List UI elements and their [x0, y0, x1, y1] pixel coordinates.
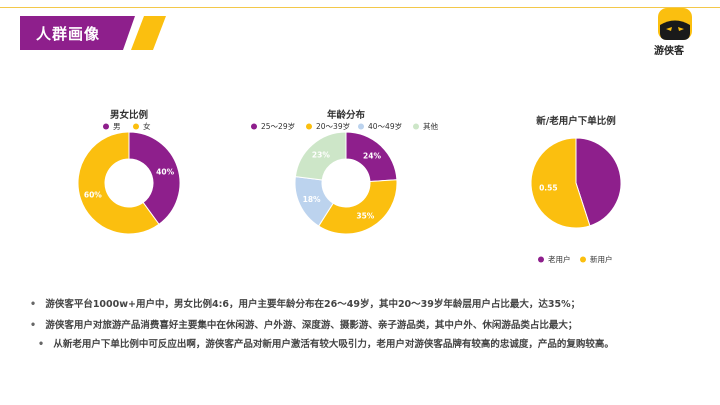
- bullet-dot: •: [30, 299, 37, 310]
- pie-slice: [294, 131, 347, 181]
- bullet-dot: •: [30, 320, 37, 331]
- title-banner: 人群画像: [20, 16, 170, 50]
- legend-label: 男: [113, 122, 121, 131]
- legend-label: 其他: [423, 121, 438, 131]
- bullet-item: • 游侠客用户对旅游产品消费喜好主要集中在休闲游、户外游、深度游、摄影游、亲子游…: [30, 317, 577, 331]
- pie-slice: [317, 179, 398, 235]
- slice-data-label: 60%: [84, 191, 102, 200]
- bullet-text: 从新老用户下单比例中可反应出啊，游侠客产品对新用户激活有较大吸引力，老用户对游侠…: [53, 339, 614, 350]
- legend-label: 老用户: [548, 254, 571, 264]
- slice-data-label: 24%: [363, 151, 381, 160]
- logo-text: 游侠客: [654, 46, 684, 57]
- slice-data-label: 18%: [303, 195, 321, 204]
- bullet-item: • 游侠客平台1000w+用户中，男女比例4:6，用户主要年龄分布在26～49岁…: [30, 296, 580, 310]
- top-accent-line: [0, 7, 720, 8]
- bullet-text: 游侠客用户对旅游产品消费喜好主要集中在休闲游、户外游、深度游、摄影游、亲子游品类…: [45, 320, 578, 331]
- pie-slice: [530, 137, 591, 229]
- pie-slice: [575, 137, 622, 227]
- slice-data-label: 0.55: [539, 183, 558, 192]
- page-title: 人群画像: [36, 25, 101, 43]
- legend-marker: [413, 123, 419, 130]
- bullet-text: 游侠客平台1000w+用户中，男女比例4:6，用户主要年龄分布在26～49岁，其…: [45, 299, 581, 310]
- legend-label: 25～29岁: [261, 121, 295, 131]
- pie-slice: [77, 131, 160, 235]
- bullet-dot: •: [38, 339, 45, 350]
- bullet-item: • 从新老用户下单比例中可反应出啊，游侠客产品对新用户激活有较大吸引力，老用户对…: [38, 336, 614, 350]
- legend-label: 女: [143, 121, 151, 131]
- pie-slice: [128, 131, 181, 225]
- chart-title: 男女比例: [110, 109, 148, 121]
- slice-data-label: 23%: [312, 150, 330, 159]
- chart-title: 新/老用户下单比例: [536, 115, 615, 127]
- legend-marker: [103, 123, 109, 130]
- logo-icon: [658, 8, 692, 40]
- legend-marker: [306, 123, 312, 130]
- slice-data-label: 40%: [156, 167, 174, 176]
- brand-logo: 游侠客: [654, 8, 696, 58]
- legend-label: 40～49岁: [368, 121, 402, 131]
- age-distribution-chart: 年龄分布 25～29岁 20～39岁 40～49岁 其他 24% 35% 18% 23%: [251, 109, 438, 235]
- legend-marker: [580, 256, 586, 263]
- chart-title: 年龄分布: [327, 109, 366, 121]
- legend-marker: [251, 123, 257, 130]
- legend-marker: [133, 123, 139, 130]
- legend-label: 新用户: [590, 254, 613, 264]
- legend-marker: [358, 123, 364, 130]
- legend-marker: [538, 256, 544, 263]
- slice-data-label: 35%: [356, 212, 374, 221]
- title-banner-shape: [20, 16, 166, 50]
- legend-label: 20～39岁: [316, 121, 350, 131]
